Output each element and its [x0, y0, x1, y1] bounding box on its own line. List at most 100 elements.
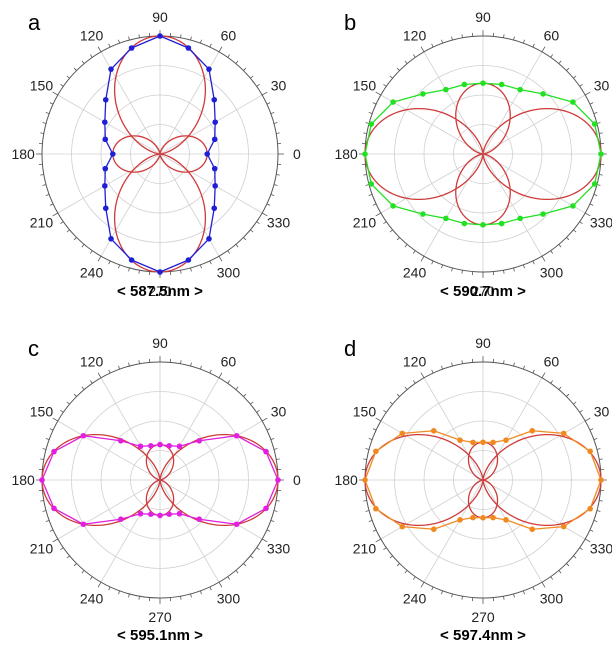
- measured-point: [117, 437, 124, 444]
- angle-tick: [593, 438, 598, 441]
- angle-tick: [261, 91, 268, 96]
- angle-tick-label: 240: [403, 591, 427, 607]
- angle-tick: [66, 401, 70, 405]
- fit-lobe-1: [455, 82, 511, 226]
- angle-tick-label: 30: [594, 404, 610, 420]
- angle-tick: [108, 586, 111, 591]
- grid-spoke: [159, 94, 263, 155]
- angle-tick: [573, 555, 577, 559]
- panel-caption: < 590.7nm >: [440, 283, 526, 300]
- angle-tick: [368, 519, 373, 522]
- angle-tick-label: 270: [471, 609, 495, 625]
- measured-point: [517, 215, 523, 222]
- measured-point: [373, 505, 379, 512]
- angle-tick: [209, 43, 212, 48]
- angle-tick: [396, 237, 400, 241]
- angle-tick: [235, 60, 239, 64]
- angle-tick: [235, 570, 239, 574]
- angle-tick: [451, 362, 453, 367]
- measured-point: [51, 505, 57, 512]
- angle-tick: [522, 39, 525, 44]
- angle-tick: [412, 576, 416, 580]
- angle-tick: [404, 244, 408, 248]
- angle-tick: [451, 593, 453, 598]
- angle-tick: [375, 212, 382, 217]
- angle-tick: [45, 519, 50, 522]
- grid-spoke: [159, 420, 263, 481]
- angle-tick: [45, 438, 50, 441]
- fit-lobe-1: [467, 441, 499, 519]
- angle-tick: [363, 132, 367, 134]
- angle-tick: [431, 586, 434, 591]
- measured-point: [176, 510, 183, 517]
- measured-point: [211, 96, 218, 103]
- measured-point: [166, 443, 172, 449]
- angle-tick: [45, 193, 50, 196]
- angle-tick: [389, 401, 393, 405]
- panel-letter: d: [344, 336, 356, 361]
- angle-tick: [404, 386, 408, 390]
- angle-tick: [66, 555, 70, 559]
- grid-spoke: [423, 479, 484, 583]
- measured-point: [108, 66, 114, 72]
- measured-point: [137, 510, 144, 517]
- measured-point: [110, 151, 116, 157]
- measured-point: [102, 165, 109, 172]
- angle-tick: [273, 510, 278, 512]
- angle-tick-label: 150: [353, 78, 377, 94]
- angle-tick: [372, 203, 377, 206]
- angle-tick: [250, 555, 254, 559]
- angle-tick: [573, 75, 577, 79]
- measured-point: [157, 512, 163, 519]
- panel-letter: c: [28, 336, 39, 361]
- angle-tick-label: 30: [594, 78, 610, 94]
- measured-point: [480, 80, 486, 86]
- angle-tick: [558, 244, 562, 248]
- angle-tick: [461, 34, 463, 38]
- angle-tick: [118, 264, 121, 269]
- angle-tick: [42, 122, 47, 124]
- angle-tick: [108, 369, 111, 374]
- angle-tick: [451, 36, 453, 41]
- angle-tick: [49, 529, 54, 532]
- measured-point: [196, 516, 203, 523]
- angle-tick: [532, 369, 535, 374]
- angle-tick: [218, 581, 223, 588]
- angle-tick: [368, 112, 373, 115]
- measured-point: [185, 45, 192, 51]
- angle-tick: [180, 34, 182, 38]
- angle-tick: [566, 67, 570, 71]
- angle-tick: [49, 428, 54, 431]
- angle-tick: [209, 369, 212, 374]
- angle-tick: [42, 448, 47, 450]
- measured-point: [196, 437, 203, 444]
- angle-tick: [261, 538, 268, 543]
- angle-tick: [589, 102, 594, 105]
- measured-point: [470, 439, 476, 446]
- measured-point: [368, 121, 375, 127]
- measured-point: [390, 203, 396, 209]
- angle-tick: [522, 264, 525, 269]
- measured-point: [570, 203, 576, 209]
- grid-spoke: [482, 420, 586, 481]
- angle-tick: [431, 260, 434, 265]
- angle-tick: [89, 250, 93, 254]
- angle-tick: [584, 538, 591, 543]
- angle-tick: [270, 438, 275, 441]
- measured-point: [490, 514, 496, 521]
- measured-point: [263, 448, 269, 455]
- angle-tick-label: 90: [475, 335, 491, 351]
- measured-point: [420, 91, 426, 97]
- measured-point: [457, 437, 463, 443]
- angle-tick: [89, 54, 93, 58]
- angle-tick: [108, 260, 111, 265]
- angle-tick: [550, 576, 554, 580]
- measured-point: [498, 220, 505, 227]
- angle-tick: [372, 428, 377, 431]
- panel-caption: < 595.1nm >: [117, 627, 203, 644]
- measured-point: [211, 165, 218, 172]
- angle-tick: [250, 75, 254, 79]
- angle-tick: [73, 67, 77, 71]
- angle-tick: [503, 34, 505, 38]
- angle-tick: [365, 510, 370, 512]
